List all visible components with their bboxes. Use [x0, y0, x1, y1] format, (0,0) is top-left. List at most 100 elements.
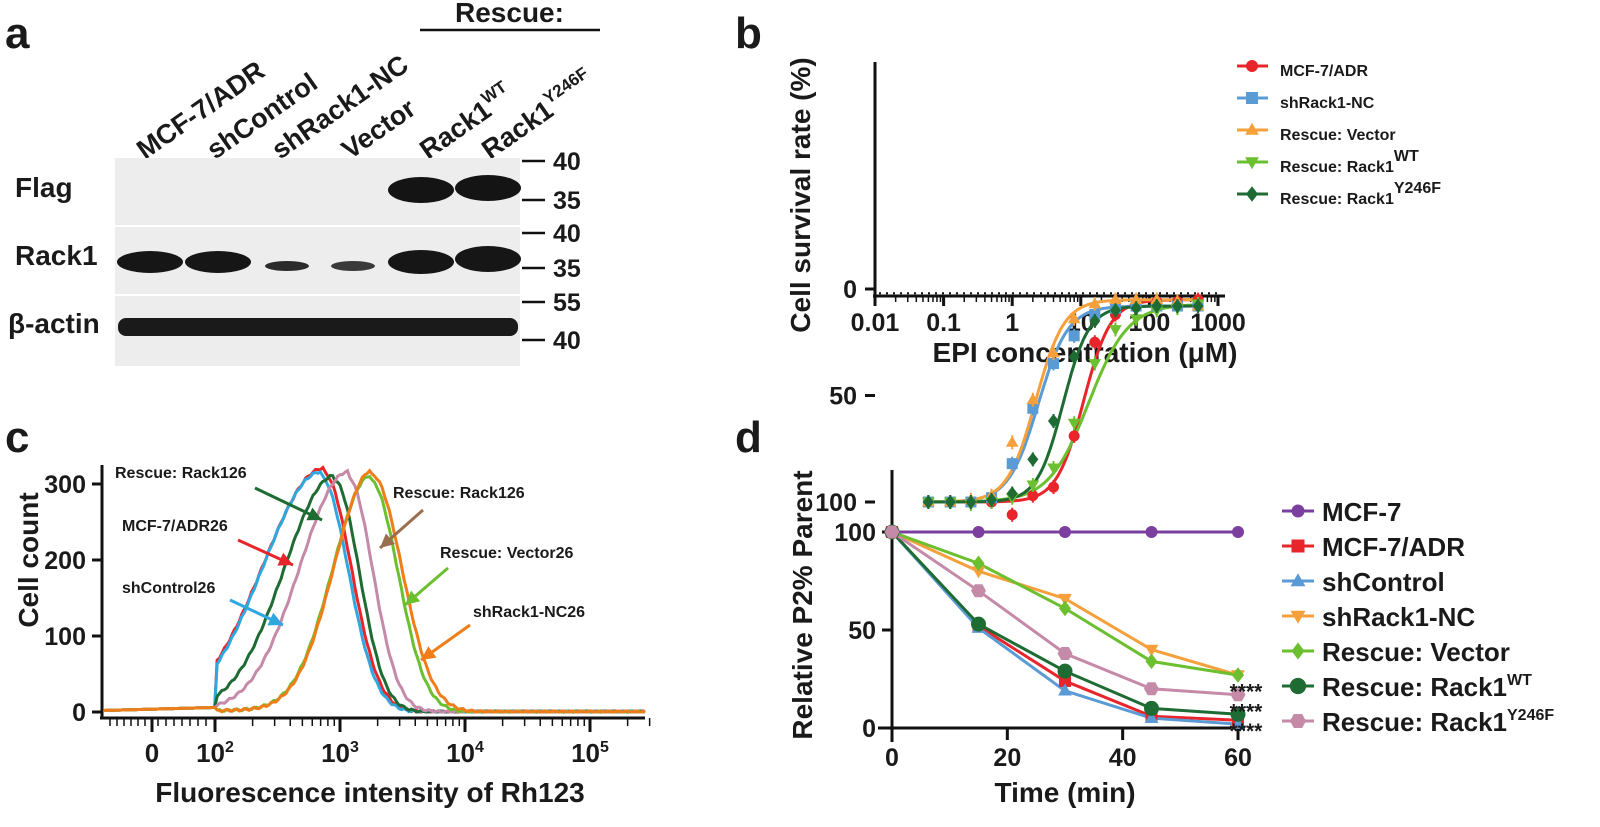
rescue-header: Rescue: [455, 0, 564, 28]
d-significance-stars: **** [1230, 681, 1264, 704]
d-y-tick-label: 100 [834, 519, 876, 547]
b-y-tick-label: 100 [815, 489, 857, 517]
b-data-point [1151, 298, 1163, 314]
d-significance-stars: **** [1230, 700, 1264, 723]
b-data-point [1089, 336, 1101, 348]
null: shControl26 [122, 580, 215, 597]
band-rack1 [117, 251, 183, 273]
b-legend-marker [1245, 157, 1259, 170]
null: Rescue: Rack1WT [1280, 148, 1419, 176]
d-data-point [972, 555, 985, 572]
d-legend-marker [1291, 642, 1305, 660]
b-data-point [1109, 293, 1122, 305]
d-legend-label: Rescue: Vector [1322, 637, 1510, 667]
band-rack1 [455, 246, 521, 272]
b-data-point [1026, 393, 1040, 405]
b-data-point [1027, 452, 1039, 467]
d-data-point [1145, 653, 1158, 670]
b-data-point [1048, 481, 1060, 493]
null: MCF-7/ADR [1280, 63, 1368, 80]
d-legend-label: Rescue: Rack1Y246F [1322, 707, 1554, 737]
mw-marker: 40 [553, 148, 581, 176]
d-data-point [971, 584, 986, 598]
c-y-tick-label: 300 [44, 471, 86, 499]
c-y-tick-label: 0 [72, 699, 86, 727]
b-data-point [1109, 303, 1121, 318]
b-data-point [1006, 509, 1018, 521]
d-data-point [1057, 647, 1073, 660]
b-data-point [922, 494, 934, 510]
b-x-tick-label: 1000 [1190, 309, 1246, 337]
null: MCF-7/ADR26 [122, 518, 228, 535]
b-data-point [986, 492, 998, 508]
b-x-tick-label: 1 [1005, 309, 1019, 337]
b-data-point [1171, 298, 1183, 314]
b-data-point [1129, 314, 1143, 326]
d-data-point [1058, 683, 1072, 696]
c-histogram-curve [103, 468, 646, 714]
panel-label-d: d [735, 413, 762, 462]
d-data-point [884, 525, 900, 539]
mw-marker: 40 [553, 327, 581, 355]
null: Rescue: Rack126 [393, 485, 525, 502]
d-x-tick-label: 40 [1109, 744, 1137, 772]
b-data-point [1048, 413, 1060, 429]
band-rack1 [185, 251, 251, 273]
b-legend-marker [1245, 122, 1259, 135]
c-x-axis-label: Fluorescence intensity of Rh123 [155, 777, 584, 808]
mw-marker: 35 [553, 187, 581, 215]
d-data-point [1144, 711, 1159, 723]
b-data-point [1150, 293, 1164, 305]
d-data-point [1232, 667, 1244, 683]
null: Rescue: Rack1Y246F [1280, 180, 1441, 208]
band-flag-rack1y246f [455, 175, 521, 201]
mw-marker-ticks [522, 159, 545, 342]
null: Rescue: Rack126 [115, 465, 247, 482]
d-data-point [1144, 700, 1159, 716]
d-legend-marker [1290, 610, 1306, 624]
band-rack1 [388, 250, 454, 274]
d-data-point [1230, 688, 1246, 702]
null: Rescue: Vector26 [440, 545, 574, 562]
b-y-tick-label: 50 [829, 383, 857, 411]
c-x-tick-label: 105 [571, 738, 609, 768]
b-x-tick-label: 0.1 [926, 309, 961, 337]
d-x-tick-label: 20 [993, 744, 1021, 772]
b-y-tick-label: 0 [843, 276, 857, 304]
d-legend-label: Rescue: Rack1WT [1322, 672, 1532, 702]
d-legend-label: MCF-7 [1322, 497, 1401, 527]
null: Rescue: Vector [1280, 127, 1396, 144]
b-data-point [1089, 313, 1101, 329]
d-legend-label: shControl [1322, 567, 1445, 597]
western-blot-panel: Rescue: MCF-7/ADR shControl shRack1-NC V… [8, 0, 600, 366]
c-y-tick-label: 200 [44, 547, 86, 575]
mw-marker: 55 [553, 289, 581, 317]
c-x-tick-label: 0 [145, 738, 159, 768]
c-annotation-arrowhead [277, 552, 293, 566]
panel-label-b: b [735, 9, 762, 58]
d-legend-label: shRack1-NC [1322, 602, 1475, 632]
d-legend-label: MCF-7/ADR [1322, 532, 1465, 562]
b-data-point [965, 494, 977, 510]
null: shRack1-NC [1280, 95, 1375, 112]
d-data-point [1144, 644, 1159, 657]
band-rack1 [265, 261, 309, 271]
d-data-point [1230, 706, 1246, 722]
b-legend-marker [1246, 92, 1258, 104]
c-annotation-arrowhead [306, 507, 322, 521]
d-significance-stars: **** [1230, 720, 1264, 743]
b-data-point [1109, 325, 1122, 337]
b-legend-marker [1246, 186, 1258, 202]
b-data-point [1068, 350, 1080, 365]
d-x-tick-label: 0 [885, 744, 899, 772]
d-x-axis-label: Time (min) [994, 777, 1135, 808]
panel-label-c: c [5, 413, 29, 462]
b-data-point [1068, 330, 1080, 342]
b-data-point [1129, 293, 1143, 305]
b-data-point [1026, 480, 1040, 492]
b-data-point [1130, 301, 1142, 316]
b-data-point [1005, 435, 1019, 447]
d-data-point [1144, 682, 1159, 696]
d-data-point [1232, 526, 1244, 538]
